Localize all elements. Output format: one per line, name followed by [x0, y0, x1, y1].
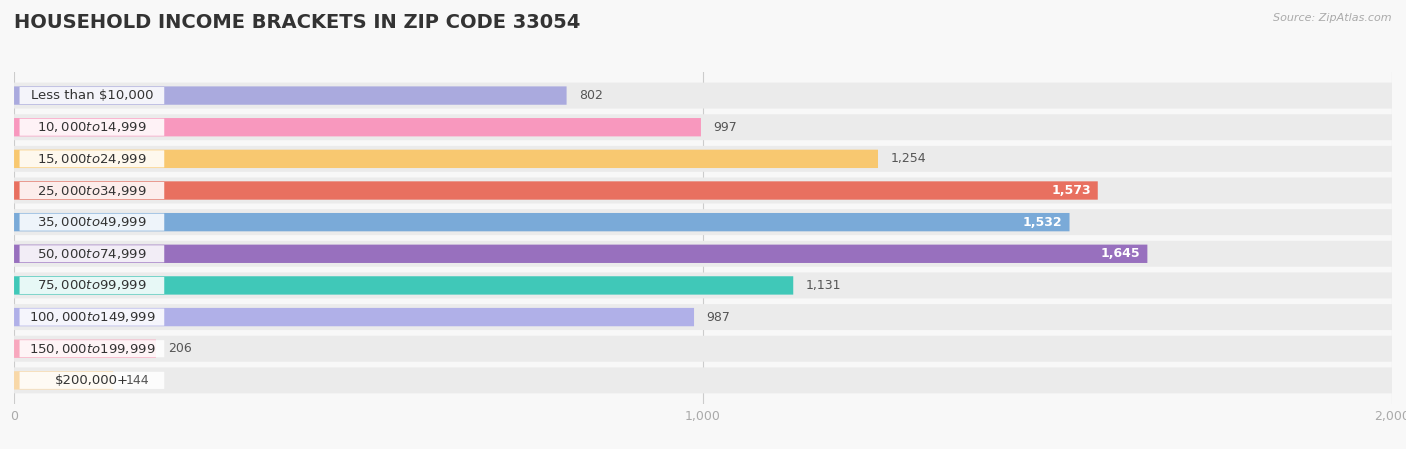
FancyBboxPatch shape: [14, 273, 1392, 299]
FancyBboxPatch shape: [14, 308, 695, 326]
Text: $75,000 to $99,999: $75,000 to $99,999: [37, 278, 146, 292]
FancyBboxPatch shape: [20, 150, 165, 167]
FancyBboxPatch shape: [14, 177, 1392, 203]
FancyBboxPatch shape: [20, 214, 165, 231]
Text: 802: 802: [579, 89, 603, 102]
FancyBboxPatch shape: [20, 372, 165, 389]
Text: 1,573: 1,573: [1052, 184, 1091, 197]
Text: 997: 997: [713, 121, 737, 134]
FancyBboxPatch shape: [14, 209, 1392, 235]
Text: 206: 206: [169, 342, 193, 355]
FancyBboxPatch shape: [20, 245, 165, 262]
Text: $10,000 to $14,999: $10,000 to $14,999: [37, 120, 146, 134]
FancyBboxPatch shape: [20, 277, 165, 294]
FancyBboxPatch shape: [14, 367, 1392, 393]
FancyBboxPatch shape: [14, 245, 1147, 263]
Text: Less than $10,000: Less than $10,000: [31, 89, 153, 102]
FancyBboxPatch shape: [20, 182, 165, 199]
Text: 1,131: 1,131: [806, 279, 841, 292]
Text: 144: 144: [125, 374, 149, 387]
FancyBboxPatch shape: [14, 86, 567, 105]
FancyBboxPatch shape: [14, 118, 702, 136]
FancyBboxPatch shape: [14, 276, 793, 295]
FancyBboxPatch shape: [14, 371, 114, 390]
FancyBboxPatch shape: [14, 339, 156, 358]
Text: $50,000 to $74,999: $50,000 to $74,999: [37, 247, 146, 261]
FancyBboxPatch shape: [14, 304, 1392, 330]
FancyBboxPatch shape: [14, 336, 1392, 362]
FancyBboxPatch shape: [14, 83, 1392, 109]
Text: 1,254: 1,254: [890, 152, 927, 165]
FancyBboxPatch shape: [14, 150, 877, 168]
FancyBboxPatch shape: [20, 308, 165, 326]
FancyBboxPatch shape: [14, 146, 1392, 172]
Text: $15,000 to $24,999: $15,000 to $24,999: [37, 152, 146, 166]
Text: $150,000 to $199,999: $150,000 to $199,999: [28, 342, 155, 356]
FancyBboxPatch shape: [14, 241, 1392, 267]
FancyBboxPatch shape: [20, 119, 165, 136]
Text: HOUSEHOLD INCOME BRACKETS IN ZIP CODE 33054: HOUSEHOLD INCOME BRACKETS IN ZIP CODE 33…: [14, 13, 581, 32]
Text: 1,645: 1,645: [1101, 247, 1140, 260]
Text: $25,000 to $34,999: $25,000 to $34,999: [37, 184, 146, 198]
FancyBboxPatch shape: [14, 114, 1392, 140]
FancyBboxPatch shape: [20, 340, 165, 357]
FancyBboxPatch shape: [14, 213, 1070, 231]
Text: $200,000+: $200,000+: [55, 374, 129, 387]
Text: $100,000 to $149,999: $100,000 to $149,999: [28, 310, 155, 324]
Text: Source: ZipAtlas.com: Source: ZipAtlas.com: [1274, 13, 1392, 23]
FancyBboxPatch shape: [20, 87, 165, 104]
Text: 1,532: 1,532: [1024, 216, 1063, 229]
Text: 987: 987: [706, 311, 730, 324]
FancyBboxPatch shape: [14, 181, 1098, 200]
Text: $35,000 to $49,999: $35,000 to $49,999: [37, 215, 146, 229]
